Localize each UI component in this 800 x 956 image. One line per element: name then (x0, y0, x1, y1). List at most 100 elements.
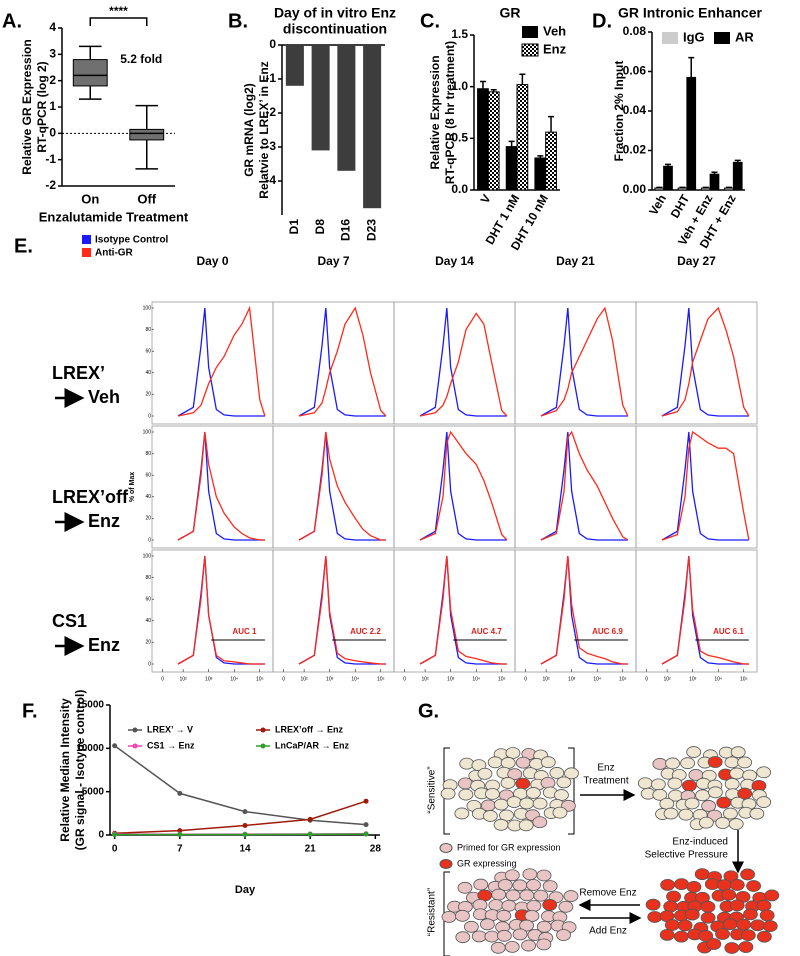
panel-letter: B. (228, 10, 248, 32)
cell (724, 756, 740, 769)
x-tick-label: 0 (161, 676, 164, 682)
cell (532, 816, 548, 829)
cell (457, 777, 473, 790)
legend-label: Anti-GR (95, 248, 134, 259)
bar (677, 187, 688, 191)
cell (507, 768, 523, 781)
cell (556, 929, 571, 941)
legend-swatch (260, 727, 266, 733)
cell (487, 756, 503, 769)
histogram-line (661, 430, 750, 541)
column-title: Day 0 (196, 254, 228, 268)
cell (512, 928, 528, 941)
cell (740, 929, 756, 942)
y-tick-label: 40 (145, 618, 151, 624)
row-label: LREX’off (52, 487, 129, 507)
cell (563, 890, 579, 902)
cell (491, 888, 507, 901)
cell (549, 767, 565, 779)
facet-frame (635, 301, 758, 425)
y-tick-label: 20 (145, 392, 151, 398)
row-label: LREX’ (52, 363, 105, 383)
cell (479, 918, 495, 931)
facet-frame (514, 549, 637, 673)
cell (663, 807, 679, 820)
cell (463, 920, 479, 933)
cell (652, 758, 668, 770)
x-tick-label: 10⁴ (351, 676, 359, 682)
cell (730, 746, 746, 759)
x-tick-label: 10⁵ (256, 676, 264, 682)
x-tick-label: Veh (646, 192, 669, 217)
cell (698, 816, 714, 829)
bar (654, 187, 665, 191)
histogram-line (298, 555, 386, 665)
y-tick-label: 80 (145, 327, 151, 333)
cell (515, 777, 531, 790)
cell (678, 808, 694, 821)
cell (756, 796, 772, 808)
cell (526, 879, 541, 891)
y-tick-label: 100 (143, 553, 152, 559)
arrow-label: Enz-induced (672, 837, 728, 848)
x-tick-label: 10² (300, 676, 308, 682)
cell (701, 800, 717, 812)
cell (736, 918, 751, 931)
histogram-line (661, 431, 749, 541)
cell (540, 756, 556, 769)
legend-label: LnCaP/AR → Enz (275, 740, 350, 750)
legend-label: LREX’off → Enz (275, 724, 343, 734)
cell (484, 930, 500, 943)
arrow-label: Selective Pressure (645, 850, 729, 861)
cell (637, 777, 653, 790)
y-tick-label: 2 (49, 73, 56, 87)
cell (477, 767, 493, 780)
facet-frame (393, 301, 516, 425)
cell (493, 818, 509, 831)
y-axis-label: RT-qPCR (log 2) (35, 61, 49, 152)
point (307, 831, 313, 837)
y-tick-label: 0.00 (623, 182, 647, 196)
histogram-line (298, 431, 386, 541)
cell (519, 889, 535, 902)
y-tick-label: 0.02 (623, 143, 647, 157)
bar (545, 131, 557, 191)
cell (554, 789, 569, 801)
panel-letter: G. (418, 700, 439, 722)
histogram-line (177, 307, 265, 417)
histogram-line (540, 306, 629, 417)
x-tick-label: 10³ (326, 676, 334, 682)
cell (506, 796, 522, 808)
point (242, 822, 248, 828)
x-tick-label: 0 (524, 676, 527, 682)
x-tick-label: 10³ (568, 676, 576, 682)
x-tick-label: 10⁵ (377, 676, 385, 682)
histogram-line (419, 555, 507, 665)
histogram-line (540, 430, 629, 541)
cell (522, 868, 538, 881)
y-tick-label: 20 (145, 516, 151, 522)
x-tick-label: D23 (364, 219, 378, 241)
x-tick-label: 7 (177, 844, 183, 855)
significance-bracket (89, 17, 148, 26)
histogram-line (419, 312, 508, 417)
y-axis-label: GR mRNA (log2) (242, 83, 256, 177)
error-bar (734, 159, 741, 163)
histogram-line (419, 555, 507, 665)
histogram-line (661, 555, 749, 665)
error-bar (688, 56, 695, 78)
bar (477, 88, 489, 191)
y-tick-label: -2 (265, 105, 276, 119)
cell (724, 778, 740, 790)
facet-frame (393, 549, 516, 673)
cell (459, 757, 475, 770)
x-tick-label: 0 (282, 676, 285, 682)
y-tick-label: -4 (265, 173, 276, 187)
bar (505, 146, 518, 191)
histogram-line (419, 431, 507, 541)
legend-label: IgG (683, 29, 705, 44)
legend-label: Primed for GR expression (457, 842, 561, 852)
bar (732, 161, 743, 191)
y-tick-label: 1.0 (451, 79, 468, 93)
legend-label: GR expressing (457, 858, 517, 868)
